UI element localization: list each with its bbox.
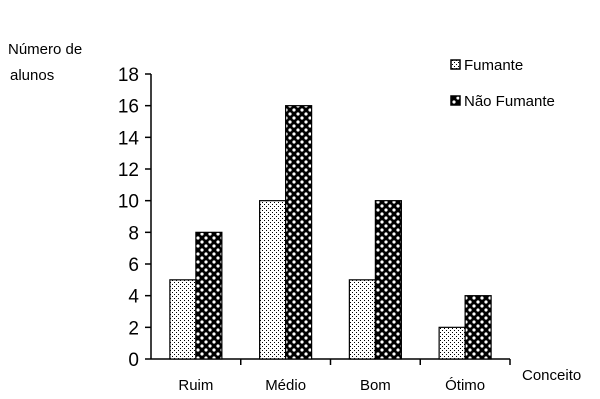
y-tick-label: 0 [128,350,139,371]
legend-swatch-nao-fumante [450,95,461,106]
bar-fumante [259,200,287,360]
y-axis-title-line1: Número de [8,41,82,58]
bar-fumante [348,279,376,360]
bar-nao-fumante [374,200,402,360]
y-tick-label: 4 [128,287,139,308]
y-tick-label: 18 [118,65,139,86]
y-tick-label: 8 [128,223,139,244]
bar-fumante [438,326,466,360]
y-tick-label: 2 [128,318,139,339]
x-category-label: Médio [265,377,306,394]
x-category-label: Ótimo [445,377,485,394]
x-axis-title: Conceito [522,367,581,384]
legend-label-fumante: Fumante [464,57,523,74]
x-category-label: Ruim [178,377,213,394]
y-tick-label: 14 [118,128,140,149]
legend: Fumante Não Fumante [450,57,555,110]
legend-label-nao-fumante: Não Fumante [464,93,555,110]
bar-fumante [169,279,197,360]
legend-swatch-fumante [450,59,461,70]
y-tick-label: 12 [118,160,139,181]
y-tick-label: 16 [118,97,139,118]
y-tick-label: 6 [128,255,139,276]
y-tick-label: 10 [118,192,139,213]
bar-nao-fumante [464,295,492,360]
bar-nao-fumante [195,231,223,360]
y-axis-title-line2: alunos [10,67,54,84]
bar-nao-fumante [285,105,313,360]
x-category-label: Bom [360,377,391,394]
